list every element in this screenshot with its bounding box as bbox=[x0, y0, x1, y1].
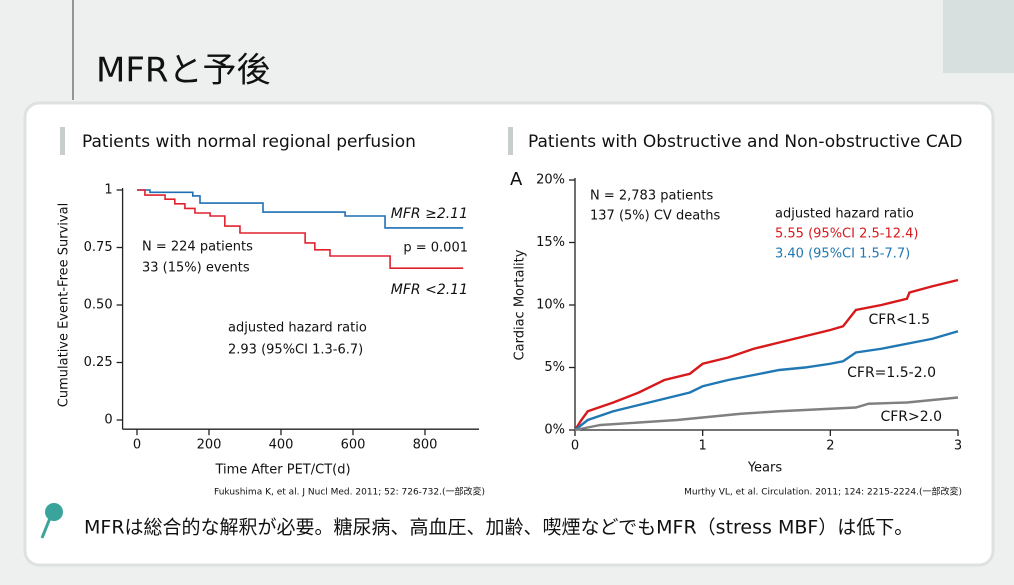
y-tick-label: 15% bbox=[536, 235, 565, 250]
annotation: adjusted hazard ratio bbox=[775, 207, 914, 222]
y-tick-label: 0 bbox=[104, 413, 112, 428]
x-tick-label: 800 bbox=[413, 438, 438, 453]
x-axis-label: Time After PET/CT(d) bbox=[214, 463, 350, 478]
x-tick-label: 200 bbox=[197, 438, 222, 453]
y-tick-label: 0% bbox=[544, 423, 565, 438]
panel-label: A bbox=[510, 169, 523, 190]
series-line bbox=[573, 278, 959, 431]
series-label: CFR=1.5-2.0 bbox=[847, 365, 936, 381]
y-tick-label: 0.50 bbox=[84, 298, 113, 313]
footer-note: MFRは総合的な解釈が必要。糖尿病、高血圧、加齢、喫煙などでもMFR（stres… bbox=[84, 517, 913, 539]
source: Murthy VL, et al. Circulation. 2011; 124… bbox=[684, 486, 962, 498]
series-label: MFR ≥2.11 bbox=[391, 206, 468, 222]
section-bar bbox=[60, 127, 65, 155]
y-axis-label: Cumulative Event-Free Survival bbox=[57, 203, 72, 407]
series-label: CFR>2.0 bbox=[880, 409, 942, 425]
annotation: N = 224 patients bbox=[142, 240, 253, 255]
x-tick-label: 400 bbox=[269, 438, 294, 453]
annotation: 137 (5%) CV deaths bbox=[590, 209, 721, 224]
x-tick-label: 0 bbox=[571, 439, 579, 454]
series-line bbox=[137, 189, 464, 269]
x-tick-label: 3 bbox=[954, 439, 962, 454]
section-bar bbox=[508, 127, 513, 155]
y-axis-label: Cardiac Mortality bbox=[513, 249, 528, 360]
annotation: p = 0.001 bbox=[403, 241, 468, 256]
y-tick-label: 5% bbox=[544, 360, 565, 375]
y-tick-label: 1 bbox=[104, 183, 112, 198]
series-line bbox=[137, 189, 464, 229]
annotation: 33 (15%) events bbox=[142, 261, 250, 276]
series-label: MFR <2.11 bbox=[391, 282, 468, 298]
annotation: N = 2,783 patients bbox=[590, 189, 713, 204]
annotation: 2.93 (95%CI 1.3-6.7) bbox=[228, 343, 363, 358]
x-axis-label: Years bbox=[747, 461, 783, 476]
card bbox=[23, 101, 995, 567]
chart-title: Patients with normal regional perfusion bbox=[82, 132, 416, 152]
x-tick-label: 0 bbox=[133, 438, 141, 453]
chart-title: Patients with Obstructive and Non-obstru… bbox=[528, 132, 963, 152]
annotation: 3.40 (95%CI 1.5-7.7) bbox=[775, 247, 910, 262]
pin-icon bbox=[40, 503, 63, 539]
y-tick-label: 0.75 bbox=[84, 240, 113, 255]
x-tick-label: 600 bbox=[341, 438, 366, 453]
x-tick-label: 1 bbox=[699, 439, 707, 454]
annotation: 5.55 (95%CI 2.5-12.4) bbox=[775, 227, 918, 242]
slide-title: MFRと予後 bbox=[96, 51, 271, 91]
series-line bbox=[574, 396, 959, 432]
corner-box bbox=[943, 0, 1014, 73]
x-tick-label: 2 bbox=[826, 439, 834, 454]
y-tick-label: 0.25 bbox=[84, 355, 113, 370]
source: Fukushima K, et al. J Nucl Med. 2011; 52… bbox=[214, 486, 485, 498]
series-line bbox=[574, 330, 959, 431]
y-tick-label: 10% bbox=[536, 298, 565, 313]
annotation: adjusted hazard ratio bbox=[228, 321, 367, 336]
y-tick-label: 20% bbox=[536, 173, 565, 188]
series-label: CFR<1.5 bbox=[868, 312, 930, 328]
